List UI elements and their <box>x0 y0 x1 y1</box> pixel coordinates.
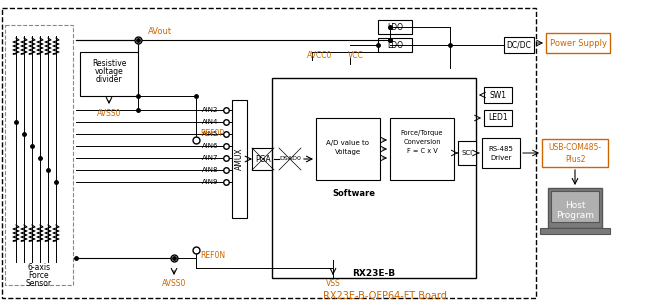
Text: Power Supply: Power Supply <box>550 39 607 47</box>
Text: Host: Host <box>565 201 585 209</box>
Bar <box>80 52 138 96</box>
Text: A/D value to: A/D value to <box>327 140 370 146</box>
Text: VSS: VSS <box>325 279 341 288</box>
Text: RS-485: RS-485 <box>488 146 513 152</box>
Text: AVSS0: AVSS0 <box>162 279 186 288</box>
Text: RX23E-B: RX23E-B <box>352 270 395 278</box>
Text: AIN8: AIN8 <box>201 167 218 173</box>
Text: REF0N: REF0N <box>200 251 225 261</box>
Bar <box>378 38 412 52</box>
Text: Force: Force <box>28 271 50 281</box>
Text: Resistive: Resistive <box>92 60 126 68</box>
Text: Voltage: Voltage <box>335 149 361 155</box>
Text: AIN5: AIN5 <box>201 131 218 137</box>
Text: voltage: voltage <box>94 67 123 77</box>
Bar <box>484 87 512 103</box>
Text: REF0P: REF0P <box>200 129 224 137</box>
Text: AVCC0: AVCC0 <box>307 50 333 60</box>
Text: Plus2: Plus2 <box>565 154 585 164</box>
Bar <box>316 118 380 180</box>
Text: LED1: LED1 <box>488 113 508 123</box>
Text: PGA: PGA <box>255 154 271 164</box>
Bar <box>272 78 476 278</box>
Bar <box>5 25 73 285</box>
Text: AIN6: AIN6 <box>201 143 218 149</box>
Text: AIN7: AIN7 <box>201 155 218 161</box>
Text: SCI: SCI <box>461 150 473 156</box>
Text: AVSS0: AVSS0 <box>97 109 121 118</box>
Bar <box>504 37 534 53</box>
Text: F = C x V: F = C x V <box>407 148 438 154</box>
Text: Driver: Driver <box>490 155 512 161</box>
Text: Sensor: Sensor <box>26 279 52 288</box>
Text: 6-axis: 6-axis <box>28 264 51 272</box>
Bar <box>378 20 412 34</box>
Text: divider: divider <box>96 75 122 85</box>
Text: Program: Program <box>556 210 594 219</box>
Text: AVout: AVout <box>148 27 172 36</box>
Bar <box>548 188 602 228</box>
Bar <box>252 148 274 170</box>
Text: Conversion: Conversion <box>403 139 441 145</box>
Text: LDO: LDO <box>387 22 403 32</box>
Text: AIN2: AIN2 <box>201 107 218 113</box>
Bar <box>390 118 454 180</box>
Bar <box>546 33 610 53</box>
Text: VCC: VCC <box>348 50 364 60</box>
Bar <box>551 191 599 222</box>
Text: AIN9: AIN9 <box>201 179 218 185</box>
Bar <box>542 139 608 167</box>
Bar <box>484 110 512 126</box>
Text: LDO: LDO <box>387 40 403 50</box>
Bar <box>279 148 301 170</box>
Bar <box>482 138 520 168</box>
Text: Force/Torque: Force/Torque <box>401 130 444 136</box>
Bar <box>540 228 610 234</box>
Bar <box>458 141 476 165</box>
Text: RX23E-B-QFP64-FT Board: RX23E-B-QFP64-FT Board <box>323 291 447 301</box>
Text: SW1: SW1 <box>490 91 506 99</box>
Text: USB-COM485-: USB-COM485- <box>548 143 601 153</box>
Text: Software: Software <box>333 189 376 199</box>
Text: DC/DC: DC/DC <box>507 40 531 50</box>
Text: AIN4: AIN4 <box>201 119 218 125</box>
Bar <box>2 8 536 298</box>
Text: AMUX: AMUX <box>234 148 244 170</box>
Bar <box>232 100 247 218</box>
Text: DSAD0: DSAD0 <box>279 157 301 161</box>
